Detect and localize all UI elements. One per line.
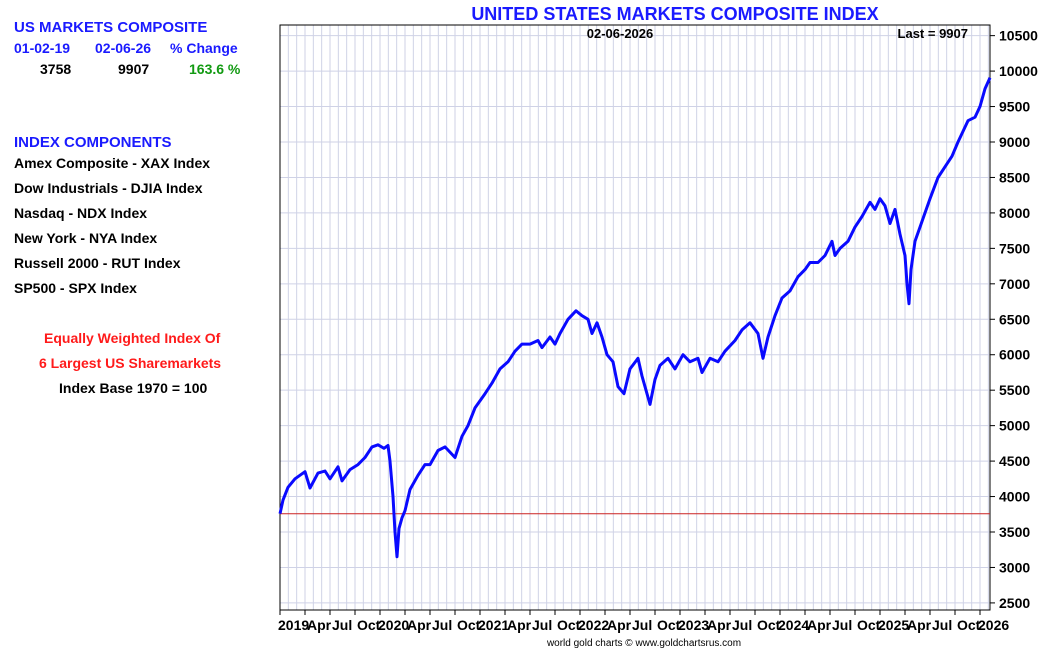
- y-tick-label: 9000: [999, 134, 1030, 150]
- chart-credit: world gold charts © www.goldchartsrus.co…: [546, 638, 741, 649]
- x-tick-month-label: Oct: [657, 617, 681, 633]
- x-tick-month-label: Jul: [532, 617, 552, 633]
- x-tick-year-label: 2021: [478, 617, 509, 633]
- component-item: New York - NYA Index: [14, 230, 158, 246]
- x-tick-year-label: 2024: [778, 617, 809, 633]
- x-tick-month-label: Jul: [632, 617, 652, 633]
- y-tick-label: 6500: [999, 311, 1030, 327]
- note-line-3: Index Base 1970 = 100: [59, 380, 208, 396]
- components-title: INDEX COMPONENTS: [14, 134, 172, 151]
- series-line-composite: [278, 77, 992, 559]
- x-tick-month-label: Jul: [332, 617, 352, 633]
- component-item: Nasdaq - NDX Index: [14, 205, 148, 221]
- y-tick-label: 8500: [999, 169, 1030, 185]
- x-tick-month-label: Oct: [457, 617, 481, 633]
- x-tick-year-label: 2023: [678, 617, 709, 633]
- y-tick-label: 9500: [999, 99, 1030, 115]
- y-tick-label: 10000: [999, 63, 1038, 79]
- x-tick-month-label: Apr: [507, 617, 532, 633]
- x-tick-month-label: Apr: [307, 617, 332, 633]
- x-tick-month-label: Oct: [957, 617, 981, 633]
- x-tick-year-label: 2020: [378, 617, 409, 633]
- plot-frame: [279, 24, 991, 611]
- x-tick-month-label: Oct: [557, 617, 581, 633]
- component-item: SP500 - SPX Index: [14, 280, 137, 296]
- y-tick-label: 2500: [999, 595, 1030, 611]
- component-item: Dow Industrials - DJIA Index: [14, 180, 203, 196]
- note-line-1: Equally Weighted Index Of: [44, 330, 221, 346]
- change-value: 163.6 %: [189, 61, 241, 77]
- x-tick-year-label: 2019: [278, 617, 309, 633]
- y-tick-label: 5500: [999, 382, 1030, 398]
- component-item: Russell 2000 - RUT Index: [14, 255, 181, 271]
- x-tick-month-label: Apr: [707, 617, 732, 633]
- left-info-panel: US MARKETS COMPOSITE 01-02-19 02-06-26 %…: [0, 0, 270, 650]
- x-tick-year-label: 2025: [878, 617, 909, 633]
- chart-title: UNITED STATES MARKETS COMPOSITE INDEX: [471, 4, 878, 24]
- y-tick-label: 8000: [999, 205, 1030, 221]
- y-tick-label: 3000: [999, 559, 1030, 575]
- y-tick-label: 4500: [999, 453, 1030, 469]
- y-tick-label: 4000: [999, 489, 1030, 505]
- last-annotation: Last = 9907: [898, 26, 968, 41]
- summary-title: US MARKETS COMPOSITE: [14, 19, 208, 36]
- end-value: 9907: [118, 61, 150, 77]
- note-line-2: 6 Largest US Sharemarkets: [39, 355, 222, 371]
- x-tick-month-label: Apr: [607, 617, 632, 633]
- x-tick-month-label: Apr: [407, 617, 432, 633]
- x-tick-month-label: Oct: [757, 617, 781, 633]
- x-tick-year-label: 2022: [578, 617, 609, 633]
- date-annotation: 02-06-2026: [587, 26, 654, 41]
- end-date-label: 02-06-26: [95, 40, 152, 56]
- chart-grid: [279, 25, 990, 610]
- y-tick-label: 6000: [999, 347, 1030, 363]
- x-tick-month-label: Apr: [807, 617, 832, 633]
- x-tick-month-label: Apr: [907, 617, 932, 633]
- change-header: % Change: [170, 40, 238, 56]
- start-value: 3758: [40, 61, 72, 77]
- y-axis-ticks: 2500 3000 3500 4000 4500 5000 5500 6000 6500 7000…: [990, 28, 1038, 611]
- y-tick-label: 10500: [999, 28, 1038, 44]
- x-tick-month-label: Oct: [857, 617, 881, 633]
- x-tick-month-label: Jul: [932, 617, 952, 633]
- y-tick-label: 7500: [999, 240, 1030, 256]
- start-date-label: 01-02-19: [14, 40, 71, 56]
- x-tick-month-label: Jul: [732, 617, 752, 633]
- y-tick-label: 5000: [999, 418, 1030, 434]
- x-tick-month-label: Jul: [832, 617, 852, 633]
- x-tick-month-label: Oct: [357, 617, 381, 633]
- component-item: Amex Composite - XAX Index: [14, 155, 211, 171]
- y-tick-label: 3500: [999, 524, 1030, 540]
- x-tick-month-label: Jul: [432, 617, 452, 633]
- x-tick-year-label: 2026: [978, 617, 1009, 633]
- y-tick-label: 7000: [999, 276, 1030, 292]
